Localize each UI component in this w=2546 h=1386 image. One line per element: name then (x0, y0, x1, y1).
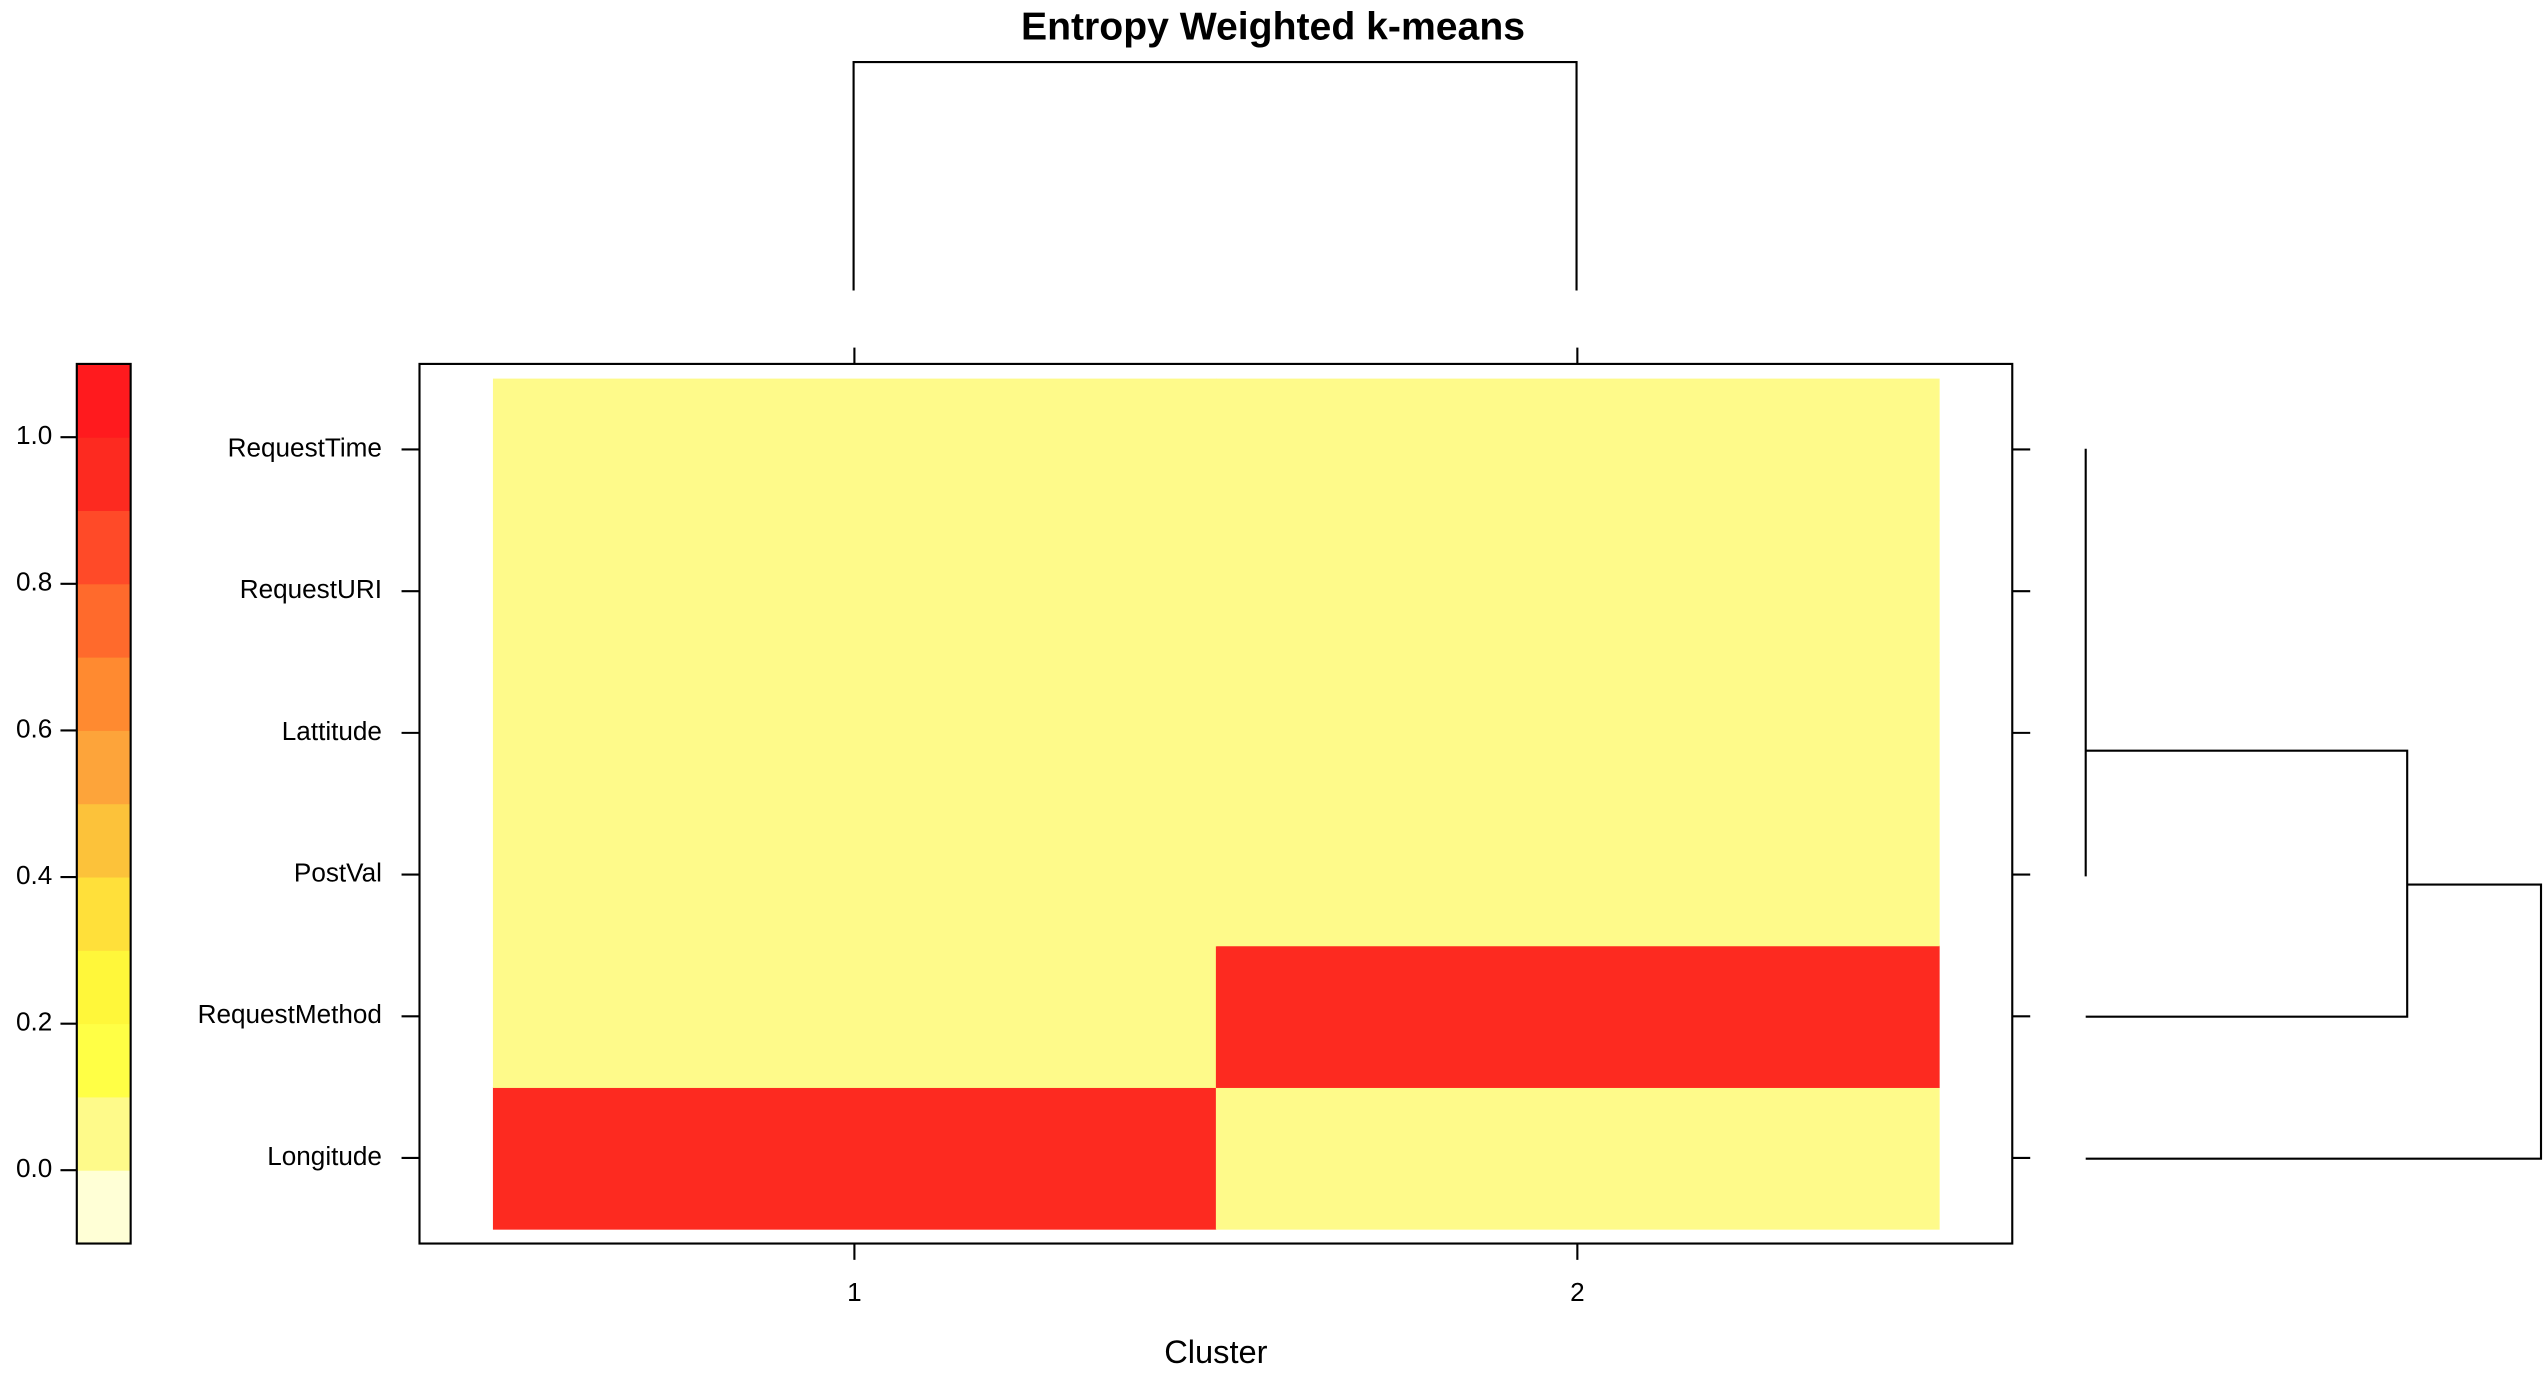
color-key-bin (76, 583, 131, 658)
color-key-bin (76, 1170, 131, 1245)
y-tick-label: RequestTime (228, 432, 382, 462)
heatmap-cell (1215, 520, 1940, 663)
heatmap-cell (492, 662, 1217, 805)
dendrogram-branch (852, 60, 1578, 291)
color-key-tick-label: 0.8 (16, 567, 52, 597)
color-key-tick-label: 0.2 (16, 1007, 52, 1037)
color-key-tick-label: 1.0 (16, 420, 52, 450)
color-key-tick-label: 0.0 (16, 1153, 52, 1183)
color-key-bin (76, 950, 131, 1025)
y-tick-label: Longitude (267, 1141, 382, 1171)
color-key-bin (76, 803, 131, 878)
heatmap-cell (492, 378, 1217, 522)
plot-frame (418, 362, 2014, 1245)
y-tick-label: Lattitude (282, 716, 382, 746)
top-dendrogram (852, 60, 1578, 291)
heatmap-cell (1215, 378, 1940, 522)
color-key-bin (76, 657, 131, 731)
color-key-bin (76, 437, 131, 512)
color-key-tick-label: 0.6 (16, 713, 52, 743)
x-tick-label: 1 (847, 1277, 862, 1307)
heatmap-cell (492, 520, 1217, 663)
dendrogram-branch (2085, 749, 2409, 1018)
right-dendrogram (2084, 448, 2543, 1160)
color-key-bin (76, 510, 131, 585)
y-tick-label: PostVal (294, 857, 382, 887)
color-key-bin (76, 363, 131, 438)
color-key-bin (76, 877, 131, 951)
heatmap-cell (1215, 945, 1940, 1088)
heatmap-cell (492, 803, 1217, 947)
color-key-frame (75, 362, 132, 1245)
heatmap-cell (1215, 803, 1940, 947)
heatmap-cell (1215, 662, 1940, 805)
color-key-bin (76, 730, 131, 805)
heatmap-cell (1215, 1087, 1940, 1230)
y-tick-label: RequestMethod (198, 999, 382, 1029)
x-axis-label: Cluster (1164, 1333, 1267, 1370)
heatmap-cell (492, 1087, 1217, 1230)
chart-title: Entropy Weighted k-means (1021, 6, 1525, 49)
x-tick-label: 2 (1570, 1277, 1585, 1307)
heatmap-cell (492, 945, 1217, 1088)
color-key-tick-label: 0.4 (16, 860, 52, 890)
dendrogram-branch (2085, 883, 2543, 1160)
color-key-bin (76, 1096, 131, 1171)
color-key-bin (76, 1023, 131, 1098)
y-tick-label: RequestURI (240, 574, 382, 604)
